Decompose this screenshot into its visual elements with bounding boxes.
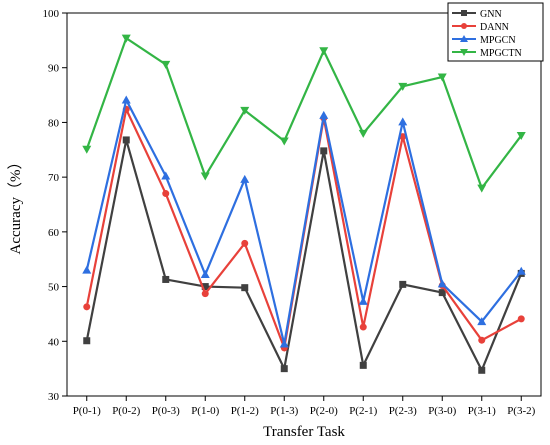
data-point-triangle-down: [240, 106, 250, 115]
data-point-triangle-up: [200, 270, 210, 279]
y-tick-label: 60: [48, 227, 60, 239]
y-tick-label: 70: [48, 172, 60, 184]
legend-item-gnn: GNN: [452, 9, 502, 20]
data-point-circle: [517, 315, 525, 323]
legend-label: DANN: [480, 22, 509, 33]
data-point-triangle-down: [477, 184, 487, 193]
x-tick-label: P(0-2): [112, 405, 140, 417]
data-point-triangle-down: [121, 34, 131, 43]
series-mpgcn: [82, 95, 526, 348]
data-point-circle: [478, 336, 486, 344]
series-line: [85, 139, 523, 373]
data-point-triangle-up: [121, 95, 131, 104]
data-point-circle: [359, 323, 367, 331]
x-tick-label: P(3-1): [468, 405, 496, 417]
series-mpgctn: [82, 34, 526, 193]
x-tick-label: P(1-0): [191, 405, 219, 417]
legend-label: MPGCTN: [480, 48, 522, 59]
plot-area: [66, 12, 542, 397]
legend-label: MPGCN: [480, 35, 516, 46]
x-axis: P(0-1) P(0-2) P(0-3) P(1-0) P(1-2) P(1-3) P(2-…: [73, 396, 536, 417]
data-point-square: [478, 366, 486, 374]
y-axis: 30 40 50 60 70 80 90 100: [43, 8, 67, 403]
data-point-triangle-up: [516, 266, 526, 275]
data-point-square: [359, 361, 367, 369]
x-tick-label: P(2-3): [389, 405, 417, 417]
x-tick-label: P(3-2): [507, 405, 535, 417]
data-point-triangle-down: [200, 172, 210, 181]
data-point-square: [461, 10, 467, 16]
y-tick-label: 40: [48, 336, 60, 348]
data-point-triangle-down: [279, 137, 289, 146]
data-point-circle: [162, 190, 170, 198]
x-tick-label: P(0-3): [152, 405, 180, 417]
data-point-triangle-up: [161, 171, 171, 180]
data-point-triangle-down: [437, 73, 447, 82]
series-gnn: [83, 136, 525, 374]
data-point-triangle-down: [319, 47, 329, 56]
data-point-triangle-up: [240, 174, 250, 183]
data-point-triangle-down: [398, 82, 408, 91]
data-point-triangle-up: [398, 117, 408, 126]
legend-item-dann: DANN: [452, 22, 509, 33]
data-point-square: [399, 280, 407, 288]
x-tick-label: P(0-1): [73, 405, 101, 417]
y-tick-label: 30: [48, 391, 60, 403]
series-line: [85, 96, 523, 345]
legend-label: GNN: [480, 9, 502, 20]
data-point-triangle-down: [460, 49, 468, 56]
x-tick-label: P(3-0): [428, 405, 456, 417]
data-point-square: [280, 365, 288, 373]
legend-item-mpgcn: MPGCN: [452, 35, 516, 46]
data-point-triangle-down: [358, 129, 368, 138]
data-point-triangle-down: [82, 145, 92, 154]
data-point-square: [438, 289, 446, 297]
data-point-square: [122, 136, 130, 144]
data-point-triangle-up: [319, 110, 329, 119]
legend: GNN DANN MPGCN MPGCTN: [447, 2, 544, 62]
x-tick-label: P(2-0): [310, 405, 338, 417]
data-point-circle: [201, 290, 209, 298]
y-tick-label: 90: [48, 63, 60, 75]
data-point-triangle-up: [279, 339, 289, 348]
data-point-circle: [83, 303, 91, 311]
data-point-square: [83, 337, 91, 345]
data-point-triangle-up: [358, 296, 368, 305]
x-tick-label: P(1-3): [270, 405, 298, 417]
data-point-circle: [461, 23, 467, 29]
data-point-circle: [241, 239, 249, 247]
y-axis-title: Accuracy（%）: [7, 155, 24, 255]
y-tick-label: 80: [48, 117, 60, 129]
x-axis-title: Transfer Task: [263, 424, 345, 440]
y-tick-label: 100: [43, 8, 60, 20]
series-layer: [82, 34, 526, 374]
data-point-square: [241, 284, 249, 292]
data-point-triangle-up: [477, 317, 487, 326]
data-point-triangle-down: [161, 60, 171, 69]
series-line: [85, 36, 523, 191]
data-point-triangle-up: [437, 279, 447, 288]
y-tick-label: 50: [48, 282, 60, 294]
data-point-square: [162, 275, 170, 283]
data-point-square: [320, 147, 328, 155]
data-point-triangle-up: [82, 265, 92, 274]
data-point-triangle-down: [516, 132, 526, 141]
x-tick-label: P(2-1): [349, 405, 377, 417]
x-tick-label: P(1-2): [231, 405, 259, 417]
legend-item-mpgctn: MPGCTN: [452, 48, 522, 59]
data-point-square: [201, 283, 209, 291]
data-point-triangle-up: [460, 35, 468, 42]
